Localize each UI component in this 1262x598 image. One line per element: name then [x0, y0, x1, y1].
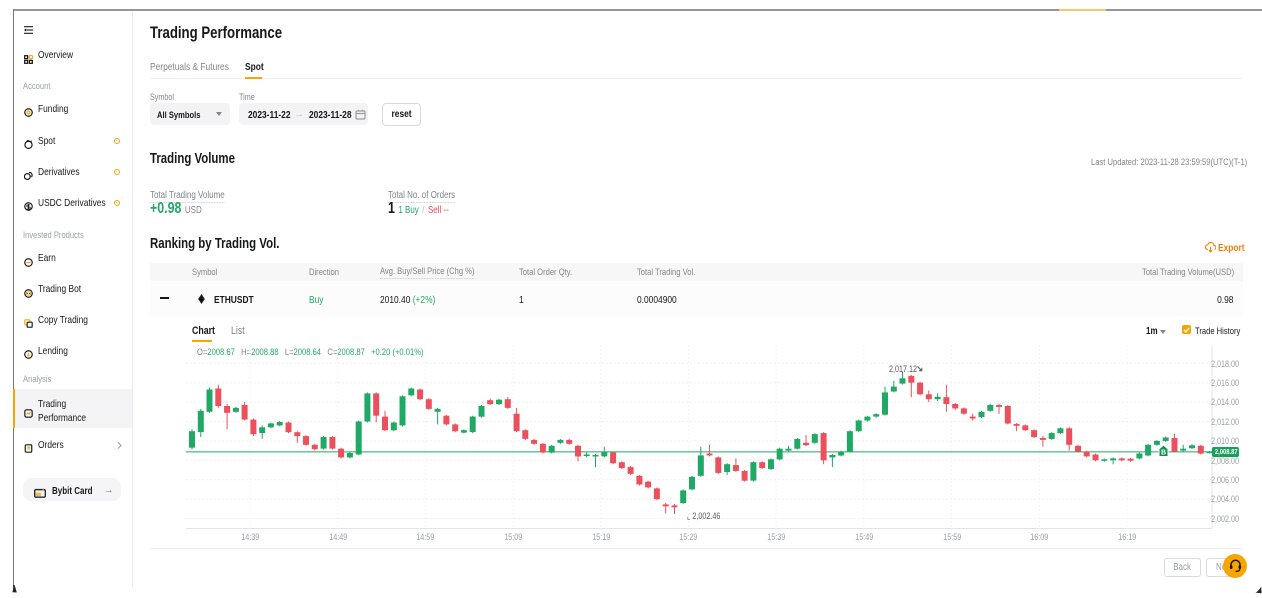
- svg-text:B: B: [1161, 450, 1166, 457]
